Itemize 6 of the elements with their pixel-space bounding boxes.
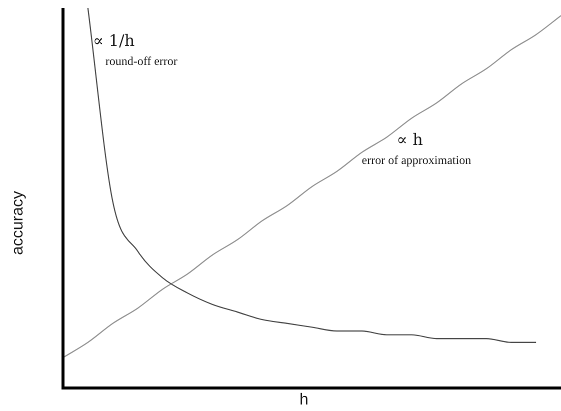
y-axis-title: accuracy [9,190,26,256]
x-axis-title: h [300,391,308,408]
annotation: error of approximation [362,152,472,167]
annotation: round-off error [105,54,178,68]
annotation: ∝ h [396,130,423,149]
annotation: ∝ 1/h [92,31,135,50]
